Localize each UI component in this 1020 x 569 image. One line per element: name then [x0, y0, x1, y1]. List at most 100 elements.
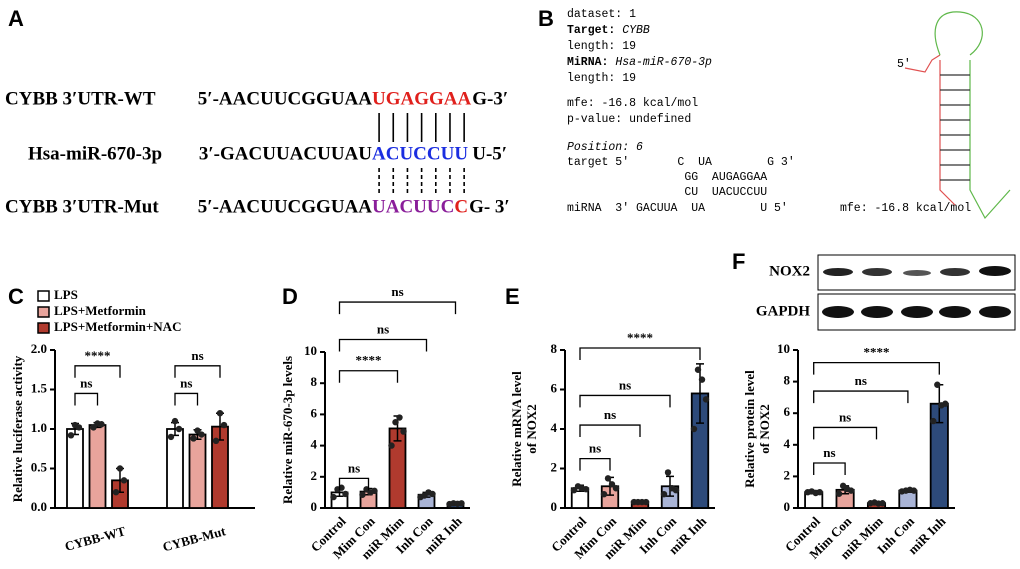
data-point — [698, 376, 706, 383]
y-tick-label: 8 — [311, 374, 318, 389]
data-point — [175, 425, 183, 433]
error-bar — [696, 363, 704, 424]
y-tick-label: 6 — [784, 404, 791, 419]
y-axis-label: of NOX2 — [757, 404, 772, 453]
data-point — [98, 421, 105, 428]
y-tick-label: 8 — [551, 341, 558, 356]
seq-part: U-5′ — [472, 143, 507, 164]
data-point — [600, 490, 608, 498]
significance-bracket — [579, 457, 611, 471]
legend-swatch — [37, 306, 50, 318]
significance-bracket — [338, 477, 370, 491]
seq-part: ACUCCUU — [372, 143, 468, 164]
seq-name: Hsa-miR-670-3p — [28, 143, 162, 164]
data-point — [835, 490, 843, 497]
significance-bracket — [338, 338, 428, 352]
y-axis-label: Relative luciferase activity — [10, 355, 25, 502]
significance-bracket — [813, 426, 878, 440]
seq-part: G- 3′ — [469, 196, 510, 217]
significance-label: ns — [589, 441, 601, 456]
significance-bracket — [74, 365, 121, 378]
significance-bracket — [338, 370, 399, 383]
y-axis-label: Relative protein level — [742, 370, 757, 488]
significance-label: ns — [604, 407, 616, 422]
significance-label: **** — [85, 348, 111, 363]
data-point — [216, 410, 224, 417]
seq-part: 3′-GACUUACUUAU — [199, 143, 372, 164]
western-blot — [817, 254, 1016, 331]
significance-label: ns — [80, 375, 92, 390]
pairing-lines — [378, 113, 465, 195]
significance-bracket — [579, 424, 641, 438]
significance-label: ns — [391, 284, 403, 299]
legend-label: LPS+Metformin — [54, 303, 147, 318]
significance-label: **** — [356, 353, 382, 368]
seq-part: C — [454, 196, 468, 217]
data-point — [702, 396, 710, 403]
data-point — [690, 425, 698, 433]
seq-name: CYBB 3′UTR-Mut — [5, 196, 159, 217]
significance-label: **** — [627, 330, 653, 345]
data-point — [612, 485, 620, 492]
data-point — [672, 487, 680, 494]
y-tick-label: 0.0 — [31, 499, 47, 514]
data-point — [429, 490, 436, 498]
y-tick-label: 10 — [304, 343, 317, 358]
y-tick-label: 2.0 — [31, 341, 47, 356]
data-point — [330, 493, 337, 501]
legend-swatch — [37, 290, 50, 302]
panel-label: E — [505, 284, 520, 309]
data-point — [167, 433, 175, 441]
seq-part: G-3′ — [472, 88, 508, 109]
significance-bracket — [813, 390, 909, 404]
panel-label: D — [282, 284, 298, 309]
data-point — [400, 428, 407, 435]
legend-swatch — [37, 322, 50, 334]
data-point — [116, 465, 124, 472]
y-tick-label: 2 — [311, 468, 318, 483]
y-tick-label: 0 — [784, 499, 791, 514]
data-point — [190, 435, 197, 442]
y-tick-label: 4 — [311, 437, 318, 452]
data-point — [212, 437, 220, 445]
info-line: MiRNA: Hsa-miR-670-3p — [567, 56, 712, 69]
data-point — [359, 491, 366, 498]
info-key: Target: — [567, 24, 615, 37]
data-point — [664, 469, 672, 476]
y-tick-label: 0.5 — [31, 459, 48, 474]
data-point — [930, 417, 937, 425]
significance-label: ns — [191, 348, 203, 363]
data-point — [642, 498, 650, 506]
significance-bracket — [579, 347, 701, 361]
bar — [166, 428, 184, 509]
panel-label: B — [538, 6, 554, 31]
duplex-line: target 5' C UA G 3' — [567, 156, 795, 169]
duplex-line: CU UACUCCUU — [567, 186, 767, 199]
y-tick-label: 1.0 — [31, 420, 47, 435]
data-point — [847, 487, 855, 494]
data-point — [392, 419, 399, 426]
y-axis-label: Relative mRNA level — [509, 371, 524, 487]
legend-label: LPS+Metformin+NAC — [54, 319, 181, 334]
structure-end: 5′ — [897, 58, 911, 71]
structure-mfe: mfe: -16.8 kcal/mol — [840, 202, 971, 215]
data-point — [942, 400, 949, 407]
bar — [88, 424, 107, 509]
significance-label: ns — [839, 409, 851, 424]
data-point — [90, 424, 97, 431]
y-tick-label: 8 — [784, 373, 791, 388]
significance-bracket — [813, 361, 940, 375]
seq-name: CYBB 3′UTR-WT — [5, 88, 156, 109]
data-point — [582, 486, 590, 493]
data-point — [934, 381, 941, 388]
data-point — [220, 421, 228, 429]
seq-part: 5′-AACUUCGGUAA — [198, 88, 372, 109]
significance-bracket — [74, 392, 99, 406]
info-line: length: 19 — [567, 72, 636, 85]
data-point — [198, 431, 205, 438]
panel-label: C — [8, 284, 24, 309]
significance-label: **** — [864, 345, 890, 360]
y-tick-label: 2 — [784, 467, 791, 482]
y-tick-label: 6 — [551, 380, 558, 395]
